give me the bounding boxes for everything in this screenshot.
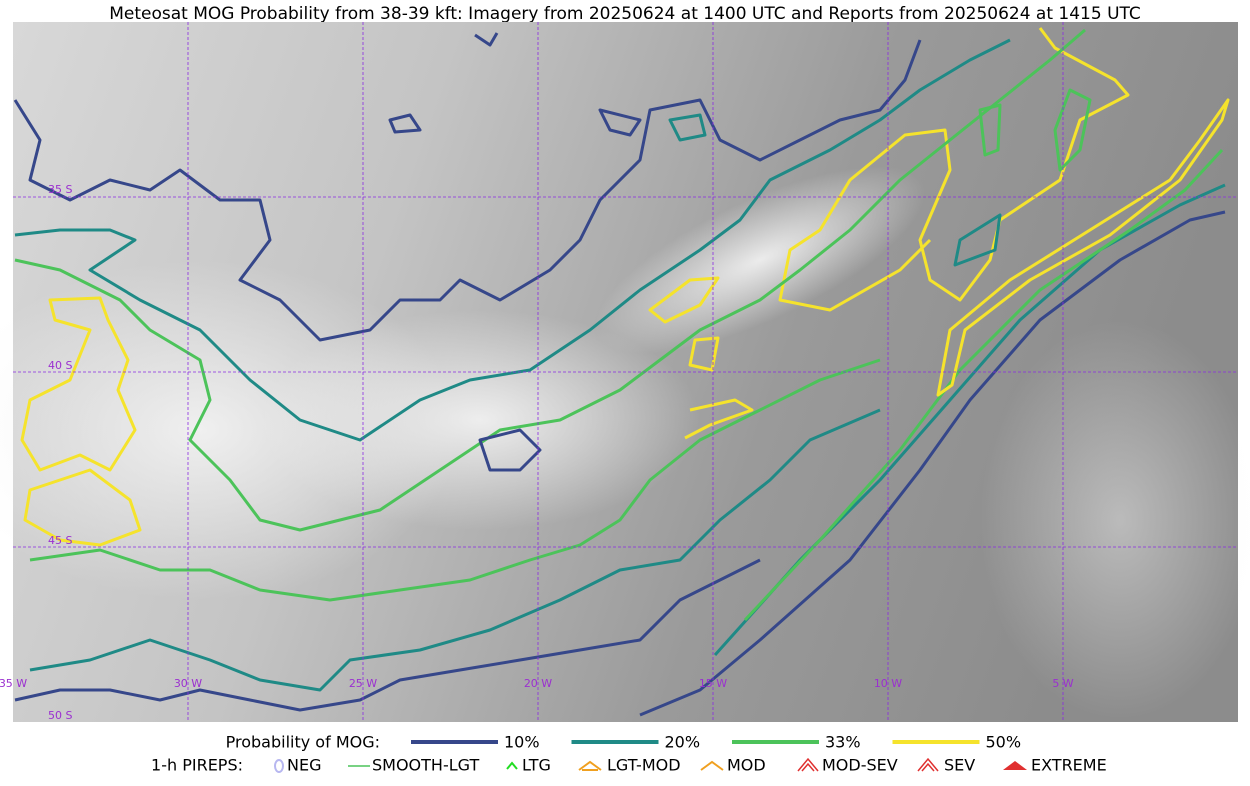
probability-legend: 10% 20% 33% 50%	[411, 733, 1021, 752]
map: 35 W 30 W 25 W 20 W 15 W 10 W 5 W 35 S 4…	[0, 22, 1250, 722]
graticule	[13, 22, 1238, 722]
contour-10	[13, 39, 922, 342]
lon-label: 5 W	[1052, 677, 1073, 690]
legend: Probability of MOG: 10% 20% 33% 50% 1-h PIR…	[151, 733, 1107, 775]
lat-label: 40 S	[48, 359, 72, 372]
contour-20	[668, 113, 1002, 267]
cloud	[980, 320, 1250, 720]
cloud	[594, 166, 926, 354]
ltg-icon	[506, 761, 518, 770]
contour-50	[23, 468, 142, 547]
contour-50	[936, 98, 1230, 397]
contour-33	[14, 28, 1086, 532]
mod-sev-icon	[797, 757, 819, 772]
lat-label: 50 S	[48, 709, 72, 722]
legend-label: 33%	[825, 733, 861, 752]
contour-20	[14, 38, 1011, 442]
contour-33	[978, 88, 1092, 172]
pirep-label: LTG	[522, 756, 551, 775]
pirep-label: SEV	[944, 756, 975, 775]
contour-50	[648, 276, 754, 440]
contour-50	[20, 296, 137, 472]
contour-10	[388, 32, 642, 472]
contour-33	[29, 358, 881, 602]
legend-title: Probability of MOG:	[226, 733, 380, 752]
lon-label: 35 W	[0, 677, 27, 690]
pirep-label: LGT-MOD	[607, 756, 681, 775]
pirep-label: MOD	[727, 756, 766, 775]
sev-icon	[917, 757, 939, 772]
legend-label: 20%	[665, 733, 701, 752]
lat-label: 35 S	[48, 183, 72, 196]
cloud	[260, 310, 700, 530]
contour-10	[639, 210, 1226, 717]
mod-icon	[700, 760, 724, 771]
lon-label: 25 W	[349, 677, 377, 690]
lat-label: 45 S	[48, 534, 72, 547]
contour-10	[14, 558, 761, 712]
lon-label: 20 W	[524, 677, 552, 690]
pirep-label: NEG	[287, 756, 321, 775]
extreme-icon	[1003, 761, 1027, 770]
contour-20	[29, 408, 881, 692]
neg-icon	[274, 759, 284, 773]
pirep-label: SMOOTH-LGT	[372, 756, 479, 775]
pireps-title: 1-h PIREPS:	[151, 756, 243, 775]
legend-label: 10%	[504, 733, 540, 752]
pirep-label: EXTREME	[1031, 756, 1107, 775]
lon-label: 30 W	[174, 677, 202, 690]
pirep-label: MOD-SEV	[822, 756, 898, 775]
legend-label: 50%	[986, 733, 1022, 752]
title: Meteosat MOG Probability from 38-39 kft:…	[109, 4, 1141, 24]
lon-label: 10 W	[874, 677, 902, 690]
lgt-mod-icon	[578, 760, 602, 771]
lon-label: 15 W	[699, 677, 727, 690]
